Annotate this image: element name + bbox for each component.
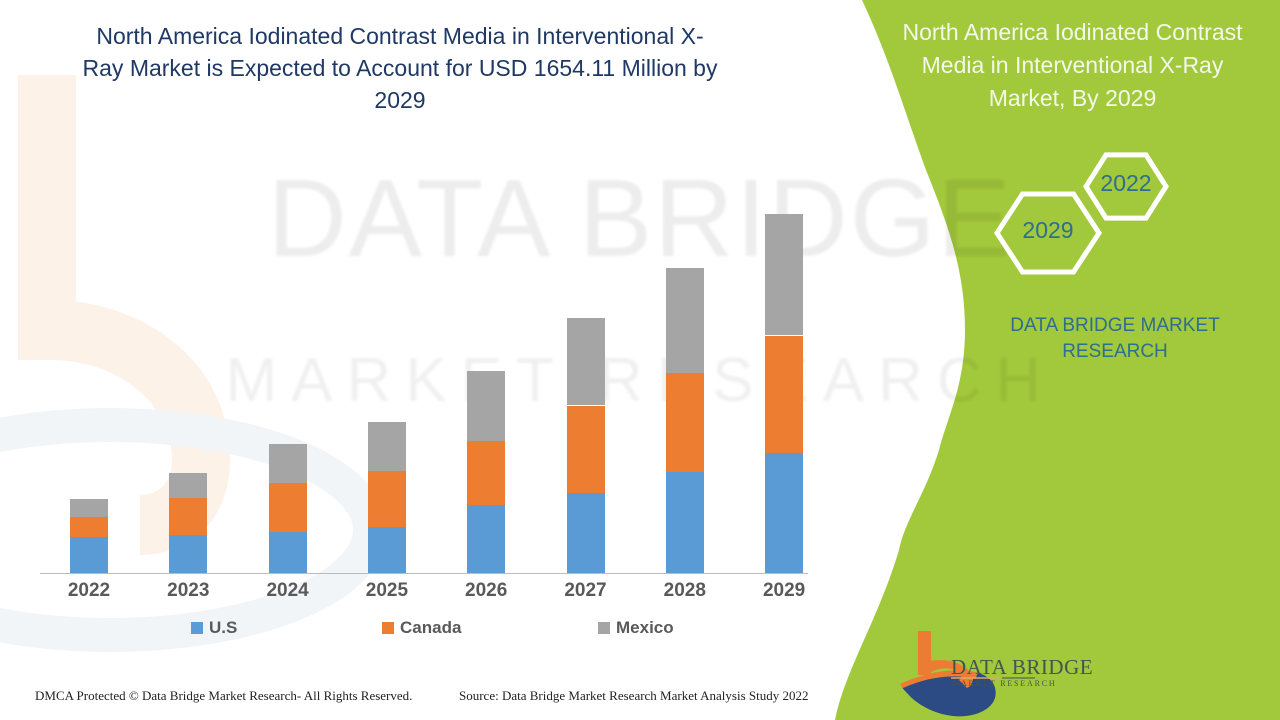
- svg-text:2029: 2029: [1022, 217, 1073, 243]
- svg-text:MARKET RESEARCH: MARKET RESEARCH: [952, 679, 1056, 688]
- svg-text:2022: 2022: [1100, 170, 1151, 196]
- svg-text:DATA BRIDGE: DATA BRIDGE: [951, 655, 1093, 679]
